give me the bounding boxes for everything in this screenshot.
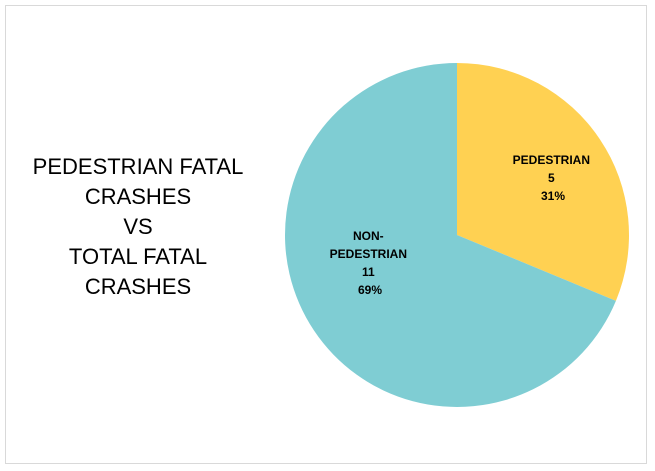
pedestrian-label-percent: 31% (541, 189, 565, 203)
pie-slice-non-pedestrian (285, 63, 616, 407)
chart-title-line-3: VS (123, 214, 153, 239)
non-pedestrian-label-value: 11 (362, 265, 375, 279)
non-pedestrian-label-name-1: NON- (353, 229, 384, 243)
chart-title-line-2: CRASHES (84, 184, 192, 209)
chart-title-line-5: CRASHES (84, 274, 192, 299)
non-pedestrian-label-percent: 69% (358, 283, 382, 297)
pedestrian-label-value: 5 (548, 171, 555, 185)
pie-slice-pedestrian (457, 63, 630, 301)
non-pedestrian-label-name-2: PEDESTRIAN (330, 247, 407, 261)
chart-title-line-1: PEDESTRIAN FATAL (32, 154, 244, 179)
pedestrian-label: PEDESTRIAN 5 31% (513, 153, 594, 203)
pedestrian-label-name: PEDESTRIAN (513, 153, 590, 167)
non-pedestrian-label: NON- PEDESTRIAN 11 69% (330, 229, 411, 297)
chart-title-line-4: TOTAL FATAL (68, 244, 208, 269)
chart-title: PEDESTRIAN FATAL CRASHES VS TOTAL FATAL … (20, 152, 256, 302)
